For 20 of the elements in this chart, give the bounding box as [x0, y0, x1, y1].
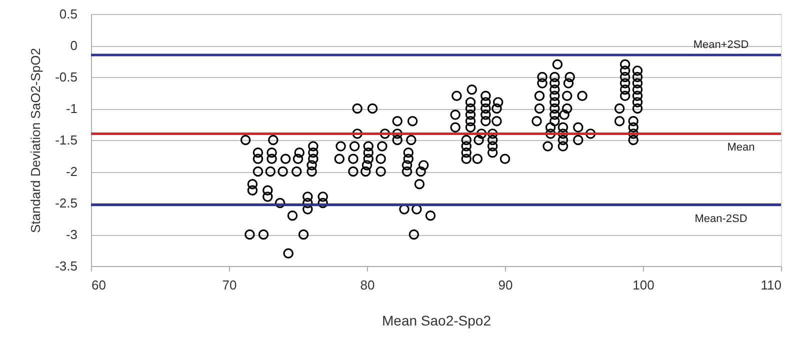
x-tick-label: 70	[222, 278, 237, 292]
y-tick-label: -1	[66, 101, 78, 116]
x-axis-title: Mean Sao2-Spo2	[382, 312, 492, 328]
x-tick-label: 90	[498, 278, 513, 292]
x-tick-label: 80	[360, 278, 375, 292]
y-tick-label: -2	[66, 164, 78, 179]
y-axis-title: Standard Deviation SaO2-SpO2	[28, 48, 44, 233]
y-tick-label: -2.5	[55, 196, 78, 210]
ref-line-label: Mean-2SD	[694, 212, 748, 225]
y-tick-label: -3	[66, 227, 78, 242]
y-tick-label: 0	[70, 38, 78, 53]
y-tick-label: 0.5	[59, 6, 78, 22]
y-tick-label: -3.5	[55, 258, 78, 274]
ref-line-label: Mean+2SD	[693, 38, 749, 51]
x-tick-label: 110	[760, 278, 782, 292]
ref-line-label: Mean	[727, 142, 755, 154]
y-tick-label: -0.5	[55, 70, 78, 84]
y-tick-label: -1.5	[55, 132, 78, 148]
x-tick-label: 100	[632, 278, 654, 292]
x-tick-label: 60	[92, 278, 106, 292]
